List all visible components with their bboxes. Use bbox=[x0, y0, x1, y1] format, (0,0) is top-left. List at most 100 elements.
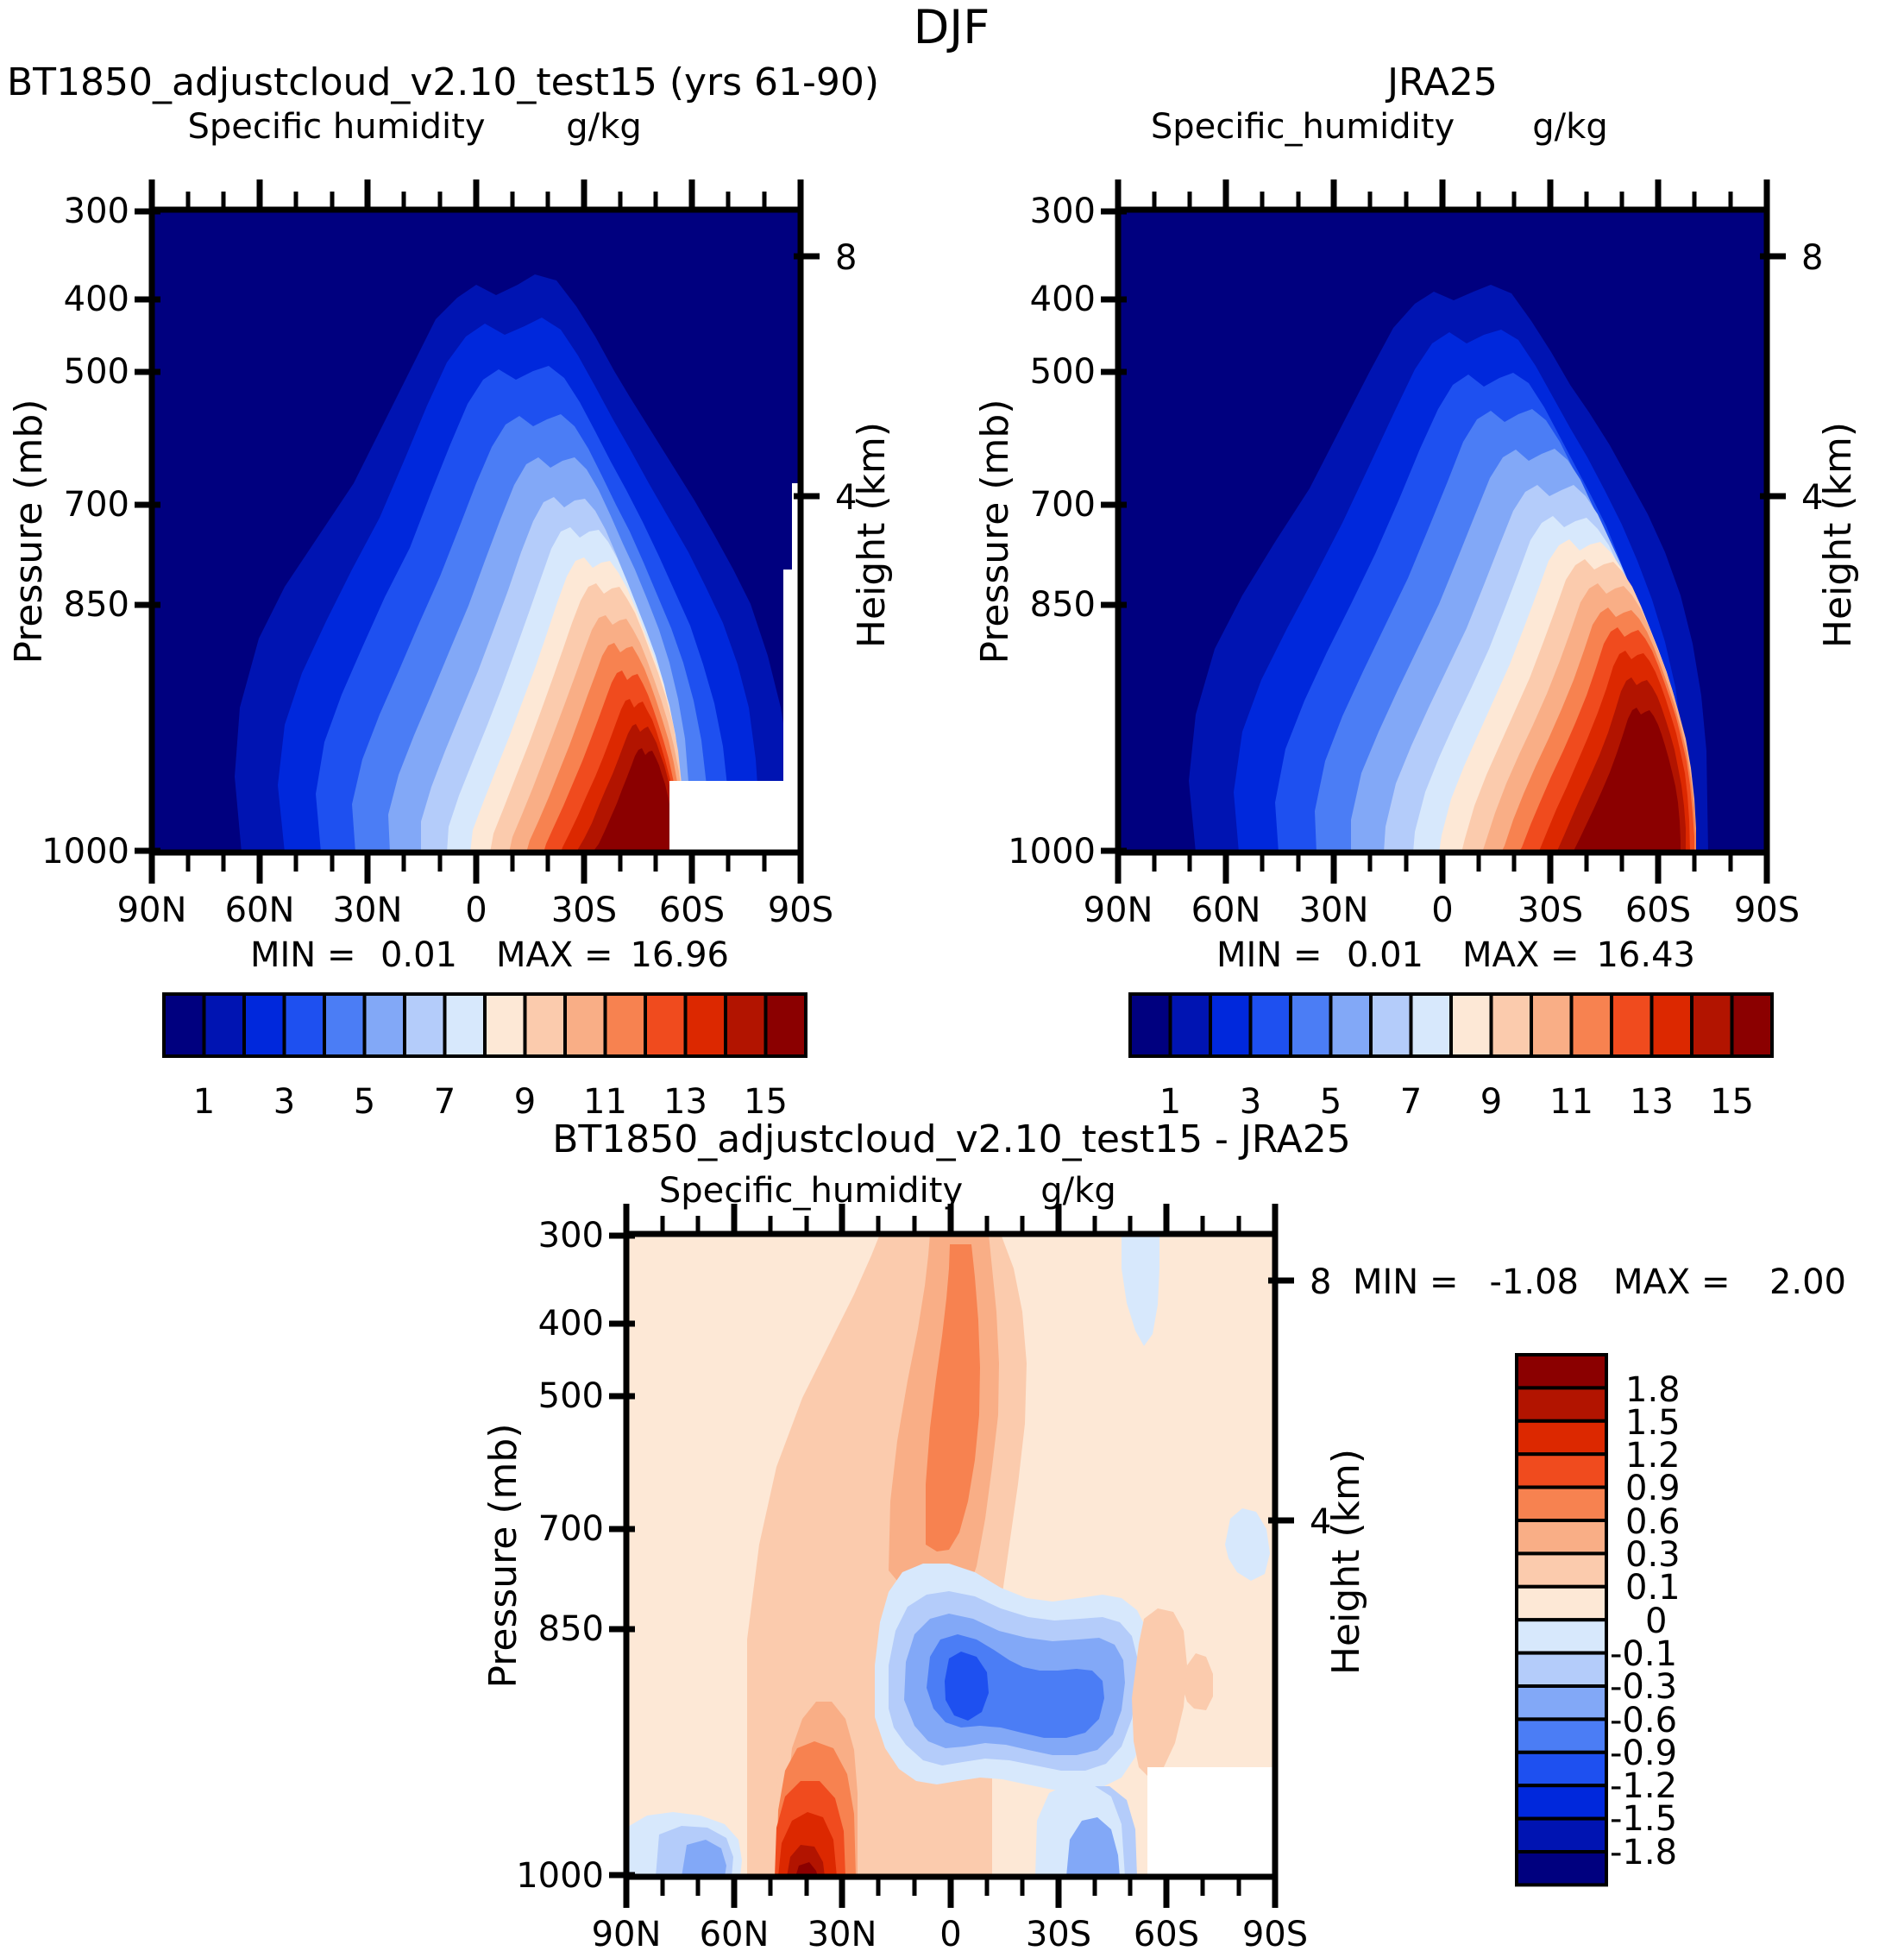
diff-polar-cool-0.6 bbox=[682, 1840, 726, 1877]
panel-difference-ylabel: Pressure (mb) bbox=[481, 1424, 525, 1689]
panel-difference-xtick-60S: 60S bbox=[1134, 1915, 1199, 1951]
colorbar-box bbox=[202, 992, 246, 1058]
colorbar-box bbox=[1168, 992, 1212, 1058]
panel-difference-y2tick-marks bbox=[1268, 1277, 1294, 1524]
panel-difference-xtick-major-bottom bbox=[623, 1877, 1279, 1908]
colorbar-box bbox=[1515, 1584, 1608, 1622]
colorbar-box bbox=[1128, 992, 1172, 1058]
panel-obs-ytick-marks bbox=[1101, 208, 1127, 854]
panel-difference-xtick-90S: 90S bbox=[1242, 1915, 1308, 1951]
colorbar-box bbox=[1515, 1850, 1608, 1887]
colorbar-box bbox=[724, 992, 768, 1058]
panel-obs-xtick-major-bottom bbox=[1115, 853, 1770, 884]
panel-model-max-label: MAX = bbox=[496, 935, 613, 975]
panel-model: BT1850_adjustcloud_v2.10_test15 (yrs 61-… bbox=[7, 60, 894, 1122]
contour-band-15 bbox=[592, 748, 676, 853]
panel-model-xtick-minor-bottom bbox=[185, 853, 767, 872]
panel-obs-y2tick-marks bbox=[1760, 253, 1786, 500]
panel-model-ytick-1000: 1000 bbox=[41, 832, 129, 872]
model-colorbar-label-3: 3 bbox=[273, 1082, 295, 1122]
panel-model-xtick-minor-top bbox=[185, 192, 767, 210]
colorbar-box bbox=[523, 992, 567, 1058]
colorbar-box bbox=[242, 992, 286, 1058]
panel-model-xtick-major-top bbox=[148, 179, 804, 210]
diff-surface-warm-1.8 bbox=[787, 1845, 825, 1877]
panel-obs-xtick-90S: 90S bbox=[1734, 891, 1800, 930]
colorbar-box bbox=[1515, 1784, 1608, 1821]
panel-obs-ytick-1000: 1000 bbox=[1008, 832, 1096, 872]
panel-difference-xtick-30N: 30N bbox=[807, 1915, 877, 1951]
colorbar-box bbox=[1515, 1684, 1608, 1721]
panel-model-y2tick-8: 8 bbox=[835, 238, 857, 278]
colorbar-box bbox=[563, 992, 607, 1058]
panel-difference: BT1850_adjustcloud_v2.10_test15 - JRA25 … bbox=[481, 1117, 1846, 1951]
difference-colorbar-label-1.5: 1.5 bbox=[1625, 1403, 1681, 1443]
colorbar-box bbox=[1610, 992, 1654, 1058]
panel-model-y2label: Height (km) bbox=[850, 422, 894, 648]
panel-model-xtick-30S: 30S bbox=[551, 891, 617, 930]
panel-obs-xtick-major-top bbox=[1115, 179, 1770, 210]
diff-warm-band-0.9 bbox=[926, 1244, 980, 1551]
model-colorbar: 1 3 5 7 9 11 13 15 bbox=[162, 992, 807, 1122]
colorbar-box bbox=[1329, 992, 1373, 1058]
model-colorbar-label-1: 1 bbox=[193, 1082, 215, 1122]
colorbar-box bbox=[1449, 992, 1493, 1058]
panel-model-xtick-90N: 90N bbox=[117, 891, 187, 930]
colorbar-box bbox=[162, 992, 206, 1058]
colorbar-box bbox=[683, 992, 727, 1058]
difference-colorbar-label--0.9: -0.9 bbox=[1610, 1734, 1677, 1773]
obs-colorbar-label-13: 13 bbox=[1630, 1082, 1674, 1122]
panel-model-ytick-500: 500 bbox=[64, 352, 129, 392]
panel-difference-xtick-minor-bottom bbox=[660, 1877, 1241, 1896]
obs-colorbar-label-9: 9 bbox=[1480, 1082, 1502, 1122]
panel-model-xtick-0: 0 bbox=[465, 891, 487, 930]
diff-south-warm-patch bbox=[1184, 1653, 1213, 1710]
panel-difference-max-value: 2.00 bbox=[1769, 1262, 1846, 1302]
panel-obs-min-value: 0.01 bbox=[1347, 935, 1423, 975]
obs-colorbar-label-11: 11 bbox=[1549, 1082, 1593, 1122]
difference-colorbar-label--1.5: -1.5 bbox=[1610, 1799, 1677, 1839]
diff-surface-warm-max bbox=[795, 1862, 818, 1877]
difference-colorbar-label--1.8: -1.8 bbox=[1610, 1833, 1677, 1872]
panel-obs-xtick-30S: 30S bbox=[1518, 891, 1583, 930]
colorbar-box bbox=[1515, 1386, 1608, 1423]
panel-model-title: BT1850_adjustcloud_v2.10_test15 (yrs 61-… bbox=[7, 60, 879, 104]
model-colorbar-label-9: 9 bbox=[514, 1082, 536, 1122]
colorbar-box bbox=[1248, 992, 1292, 1058]
topography-mask-diff bbox=[1147, 1767, 1275, 1877]
topography-mask-2 bbox=[783, 570, 801, 785]
panel-model-xtick-major-bottom bbox=[148, 853, 804, 884]
obs-colorbar-label-5: 5 bbox=[1320, 1082, 1342, 1122]
difference-colorbar-label--1.2: -1.2 bbox=[1610, 1766, 1677, 1806]
obs-colorbar-label-7: 7 bbox=[1400, 1082, 1422, 1122]
panel-model-y2tick-4: 4 bbox=[835, 478, 857, 518]
colorbar-box bbox=[1515, 1519, 1608, 1556]
panel-obs-contours bbox=[1189, 285, 1708, 853]
panel-obs-field-label: Specific_humidity bbox=[1151, 107, 1455, 147]
colorbar-box bbox=[362, 992, 406, 1058]
panel-difference-xtick-major-top bbox=[623, 1204, 1279, 1234]
colorbar-box bbox=[763, 992, 807, 1058]
panel-obs-y2tick-4: 4 bbox=[1801, 478, 1823, 518]
model-colorbar-label-7: 7 bbox=[434, 1082, 456, 1122]
colorbar-box bbox=[1489, 992, 1533, 1058]
panel-model-y2tick-marks bbox=[794, 253, 820, 500]
colorbar-box bbox=[1515, 1353, 1608, 1390]
panel-difference-ytick-700: 700 bbox=[538, 1509, 604, 1549]
difference-colorbar-label-0.1: 0.1 bbox=[1625, 1568, 1681, 1608]
colorbar-box bbox=[1530, 992, 1574, 1058]
panel-difference-xtick-30S: 30S bbox=[1026, 1915, 1091, 1951]
panel-obs-xtick-minor-top bbox=[1152, 192, 1733, 210]
colorbar-box bbox=[1515, 1651, 1608, 1688]
panel-difference-ytick-marks bbox=[609, 1232, 635, 1879]
model-colorbar-label-11: 11 bbox=[583, 1082, 627, 1122]
model-colorbar-label-15: 15 bbox=[744, 1082, 788, 1122]
panel-obs-xtick-minor-bottom bbox=[1152, 853, 1733, 872]
diff-upper-cool-patch bbox=[1122, 1234, 1159, 1346]
colorbar-box bbox=[1730, 992, 1774, 1058]
panel-model-xtick-60S: 60S bbox=[659, 891, 725, 930]
colorbar-box bbox=[1569, 992, 1613, 1058]
panel-model-unit-label: g/kg bbox=[566, 107, 641, 147]
diff-south-cool-lower-core bbox=[1066, 1817, 1120, 1877]
colorbar-box bbox=[1515, 1618, 1608, 1655]
